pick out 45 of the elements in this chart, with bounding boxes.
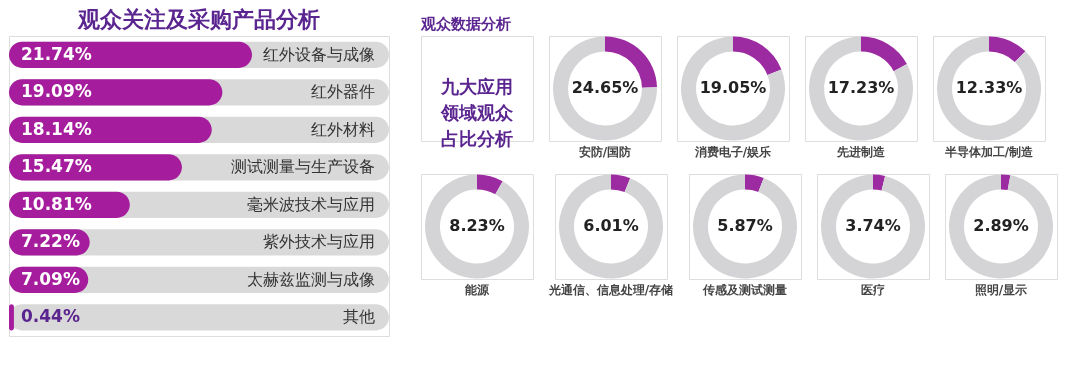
data-label: 19.05% (699, 78, 767, 97)
donut-slice (611, 174, 631, 193)
text: 光通信、信息处理/存储 (547, 283, 674, 297)
text: 传感及测试测量 (702, 283, 787, 297)
data-label: 6.01% (583, 216, 639, 235)
data-label: 7.09% (21, 268, 80, 289)
data-label: 5.87% (717, 216, 773, 235)
data-label: 3.74% (845, 216, 901, 235)
data-label: 18.14% (21, 118, 92, 139)
donut-slice (477, 174, 503, 195)
donut-slice (873, 174, 886, 191)
category-label: 测试测量与生产设备 (231, 157, 375, 177)
category-label: 红外材料 (311, 119, 375, 139)
data-label: 24.65% (571, 78, 639, 97)
text: 九大应用领域观众占比分析 (440, 76, 514, 149)
text: 照明/显示 (974, 283, 1028, 297)
category-label: 其他 (343, 307, 375, 327)
text: 安防/国防 (578, 145, 632, 159)
data-label: 19.09% (21, 81, 92, 102)
text: 观众数据分析 (420, 15, 511, 33)
chart-title: 观众关注及采购产品分析 (77, 7, 320, 32)
donut-slice (1001, 174, 1011, 191)
data-label: 8.23% (449, 216, 505, 235)
donut-slice (733, 36, 782, 75)
category-label: 红外器件 (311, 82, 375, 102)
text: 能源 (465, 283, 490, 297)
data-label: 15.47% (21, 156, 92, 177)
text: 消费电子/娱乐 (693, 145, 772, 159)
data-label: 0.44% (21, 306, 80, 327)
data-label: 2.89% (973, 216, 1029, 235)
text: 先进制造 (836, 145, 886, 159)
data-label: 10.81% (21, 193, 92, 214)
category-label: 紫外技术与应用 (263, 232, 375, 252)
data-label: 17.23% (827, 78, 895, 97)
category-label: 太赫兹监测与成像 (247, 269, 375, 289)
donut-slice (989, 36, 1026, 63)
category-label: 红外设备与成像 (263, 44, 375, 64)
text: 医疗 (861, 283, 885, 297)
donut-slice (745, 174, 764, 192)
data-label: 12.33% (955, 78, 1023, 97)
data-label: 21.74% (21, 43, 92, 64)
text: 半导体加工/制造 (943, 145, 1035, 159)
category-label: 毫米波技术与应用 (247, 194, 375, 214)
donut-slice (861, 36, 907, 72)
data-label: 7.22% (21, 231, 80, 252)
